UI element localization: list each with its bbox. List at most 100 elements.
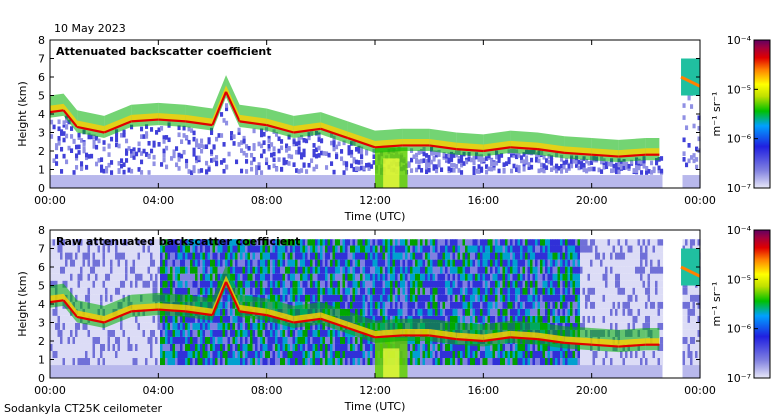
colorbar-tick-label: 10⁻⁶: [727, 133, 752, 146]
cloud-base-mark: [537, 148, 565, 154]
x-tick-label: 16:00: [467, 194, 499, 207]
x-tick-label: 00:00: [34, 384, 66, 397]
cloud-base-mark: [211, 281, 228, 316]
cloud-base-mark: [239, 120, 267, 127]
cloud-base-mark: [591, 153, 619, 158]
x-axis-label: Time (UTC): [344, 400, 406, 413]
y-tick-label: 4: [38, 298, 45, 311]
colorbar-tick-label: 10⁻⁶: [727, 323, 752, 336]
y-tick-label: 0: [38, 372, 45, 385]
cloud-layer-segment: [681, 58, 700, 96]
cloud-base-mark: [510, 336, 538, 341]
cloud-base-mark: [62, 109, 78, 128]
cloud-base-mark: [49, 299, 64, 304]
colorbar-label: m⁻¹ sr⁻¹: [710, 92, 723, 137]
colorbar: [753, 229, 771, 379]
y-tick-label: 1: [38, 354, 45, 367]
cloud-base-mark: [158, 308, 186, 313]
x-tick-label: 08:00: [251, 194, 283, 207]
cloud-base-mark: [510, 146, 538, 151]
cloud-base-mark: [211, 91, 228, 126]
x-tick-label: 12:00: [359, 384, 391, 397]
y-tick-label: 0: [38, 182, 45, 195]
cloud-base-mark: [320, 127, 349, 140]
colorbar-tick-label: 10⁻⁴: [727, 224, 752, 237]
x-tick-label: 00:00: [684, 384, 716, 397]
x-tick-label: 04:00: [142, 384, 174, 397]
cloud-base-mark: [618, 153, 646, 158]
cloud-base-mark: [374, 334, 403, 339]
instrument-label: Sodankyla CT25K ceilometer: [4, 402, 163, 415]
y-tick-label: 2: [38, 145, 45, 158]
cloud-base-mark: [49, 109, 64, 114]
y-tick-label: 8: [38, 224, 45, 237]
cloud-layer-segment: [681, 248, 700, 286]
y-tick-label: 7: [38, 53, 45, 66]
y-axis-label: Height (km): [16, 81, 29, 147]
x-tick-label: 16:00: [467, 384, 499, 397]
cloud-base-mark: [76, 315, 105, 324]
colorbar-tick-label: 10⁻⁷: [727, 182, 751, 195]
colorbar-tick-label: 10⁻⁴: [727, 34, 752, 47]
y-tick-label: 3: [38, 127, 45, 140]
cloud-base-mark: [456, 148, 484, 153]
colorbar-tick-label: 10⁻⁷: [727, 372, 751, 385]
cloud-base-mark: [131, 308, 159, 313]
y-tick-label: 8: [38, 34, 45, 47]
cloud-base-mark: [564, 151, 592, 156]
y-tick-label: 5: [38, 90, 45, 103]
cloud-base-mark: [266, 124, 295, 134]
cloud-base-mark: [374, 144, 403, 149]
x-tick-label: 00:00: [34, 194, 66, 207]
cloud-base-mark: [347, 327, 376, 339]
cloud-base-mark: [185, 310, 213, 317]
x-tick-label: 12:00: [359, 194, 391, 207]
cloud-base-mark: [293, 317, 321, 324]
x-tick-label: 00:00: [684, 194, 716, 207]
y-axis-label: Height (km): [16, 271, 29, 337]
cloud-base-mark: [158, 118, 186, 123]
cloud-base-mark: [103, 120, 132, 134]
cloud-base-mark: [76, 125, 105, 134]
cloud-base-mark: [225, 281, 241, 312]
cloud-base-mark: [266, 314, 295, 324]
panel-attenuated-backscatter: Attenuated backscatter coefficient 0 1 2 3 4 5…: [16, 34, 771, 223]
cloud-base-mark: [293, 127, 321, 134]
cloud-base-mark: [429, 334, 457, 341]
panel-title: Raw attenuated backscatter coefficient: [56, 235, 300, 248]
panel-title: Attenuated backscatter coefficient: [56, 45, 272, 58]
colorbar: [753, 39, 771, 189]
y-tick-label: 6: [38, 71, 45, 84]
colorbar-tick-label: 10⁻⁵: [727, 83, 751, 96]
heatmap-field: [50, 81, 701, 188]
cloud-base-mark: [483, 146, 511, 153]
cloud-base-mark: [680, 75, 701, 88]
y-tick-label: 2: [38, 335, 45, 348]
panel-raw-attenuated-backscatter: Raw attenuated backscatter coefficient 0 1…: [16, 224, 771, 413]
cloud-base-mark: [103, 310, 132, 324]
cloud-base-mark: [591, 343, 619, 348]
cloud-base-mark: [347, 137, 376, 149]
y-tick-label: 5: [38, 280, 45, 293]
cloud-base-mark: [131, 118, 159, 123]
colorbar-tick-label: 10⁻⁵: [727, 273, 751, 286]
cloud-base-mark: [185, 120, 213, 127]
cloud-base-mark: [483, 336, 511, 343]
cloud-base-mark: [320, 317, 349, 330]
cloud-base-mark: [537, 338, 565, 344]
y-tick-label: 4: [38, 108, 45, 121]
cloud-base-mark: [429, 144, 457, 151]
x-axis-label: Time (UTC): [344, 210, 406, 223]
y-tick-label: 3: [38, 317, 45, 330]
cloud-base-mark: [62, 299, 78, 318]
cloud-base-mark: [239, 310, 267, 317]
y-tick-label: 6: [38, 261, 45, 274]
x-tick-label: 08:00: [251, 384, 283, 397]
date-label: 10 May 2023: [54, 22, 126, 35]
y-tick-label: 1: [38, 164, 45, 177]
cloud-base-mark: [564, 341, 592, 346]
x-tick-label: 20:00: [576, 384, 608, 397]
y-tick-label: 7: [38, 243, 45, 256]
cloud-base-mark: [618, 343, 646, 348]
